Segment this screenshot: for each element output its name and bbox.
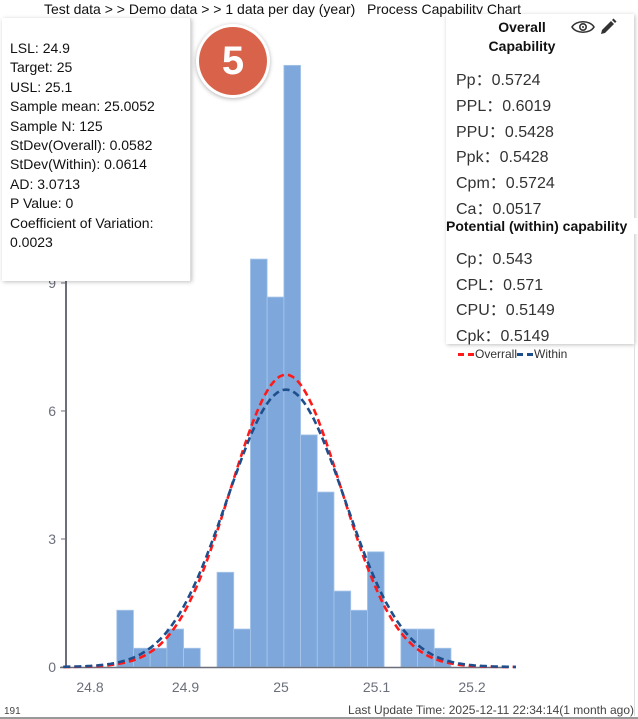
capability-value: 0.0517 bbox=[492, 201, 542, 218]
separator: ： bbox=[484, 327, 501, 345]
histogram-bar bbox=[316, 491, 335, 668]
x-tick-label: 25 bbox=[273, 679, 289, 695]
capability-value: 0.5724 bbox=[505, 175, 555, 193]
capability-item-ppu: PPU：0.5428 bbox=[456, 118, 554, 142]
y-tick-label: 3 bbox=[48, 531, 56, 547]
separator: ： bbox=[476, 251, 493, 268]
stat-line: USL: 25.1 bbox=[10, 78, 73, 95]
separator: ： bbox=[486, 97, 503, 115]
capability-label: CPL bbox=[456, 276, 488, 294]
capability-item-ppk: Ppk：0.5428 bbox=[456, 143, 549, 167]
capability-value: 0.5149 bbox=[505, 302, 555, 319]
step-badge: 5 bbox=[196, 24, 270, 98]
chart-title-bar: Test data > > Demo data > > 1 data per d… bbox=[0, 0, 638, 18]
y-tick-label: 6 bbox=[48, 403, 56, 419]
capability-label: Ppk bbox=[456, 149, 484, 167]
capability-item-ppl: PPL：0.6019 bbox=[456, 92, 551, 116]
page-title: Process Capability Chart bbox=[367, 1, 522, 17]
stat-line: AD: 3.0713 bbox=[10, 175, 81, 192]
breadcrumb-item[interactable]: Test data > bbox=[44, 1, 113, 17]
separator: ： bbox=[489, 175, 506, 193]
capability-label: PPU bbox=[456, 123, 489, 141]
stat-line: Sample mean: 25.0052 bbox=[10, 98, 155, 115]
y-tick-label: 9 bbox=[48, 275, 56, 291]
stat-line: StDev(Overall): 0.0582 bbox=[10, 137, 153, 154]
breadcrumb-item[interactable]: > 1 data per day (year) bbox=[213, 1, 356, 17]
x-tick-label: 24.9 bbox=[172, 679, 199, 695]
capability-value: 0.6019 bbox=[502, 97, 552, 115]
capability-item-cp: Cp：0.543 bbox=[456, 245, 533, 269]
capability-value: 0.543 bbox=[492, 251, 533, 268]
capability-label: CPU bbox=[456, 302, 490, 319]
capability-label: Pp bbox=[456, 72, 476, 89]
step-badge-number: 5 bbox=[199, 27, 267, 95]
histogram-bar bbox=[250, 258, 268, 668]
histogram-bar bbox=[350, 609, 368, 668]
capability-value: 0.5428 bbox=[504, 123, 554, 141]
capability-item-cpl: CPL：0.571 bbox=[456, 271, 543, 295]
stat-line: 0.0023 bbox=[10, 234, 53, 251]
chart-legend: Overrall Within bbox=[458, 347, 567, 361]
y-tick-label: 0 bbox=[48, 659, 56, 675]
breadcrumb-item[interactable]: > Demo data > bbox=[116, 1, 210, 17]
footer-counter: 191 bbox=[4, 706, 21, 717]
separator: ： bbox=[483, 149, 500, 167]
histogram-bar bbox=[183, 647, 201, 668]
capability-label: Ca bbox=[456, 201, 477, 218]
stat-line: Sample N: 125 bbox=[10, 117, 103, 134]
stat-line: LSL: 24.9 bbox=[10, 40, 70, 56]
panel-divider bbox=[634, 344, 635, 716]
capability-value: 0.5724 bbox=[491, 72, 541, 89]
capability-item-cpu: CPU：0.5149 bbox=[456, 296, 555, 320]
legend-overall-label[interactable]: Overrall bbox=[475, 347, 518, 361]
capability-item-cpm: Cpm：0.5724 bbox=[456, 169, 555, 193]
overall-capability-heading: Overall Capability bbox=[488, 19, 556, 54]
separator: ： bbox=[487, 276, 504, 294]
separator: ： bbox=[475, 72, 492, 89]
capability-panel: Overall Capability Pp：0.5724 PPL：0.6019 PP… bbox=[446, 14, 638, 346]
capability-item-ca: Ca：0.0517 bbox=[456, 195, 541, 219]
histogram-bar bbox=[367, 551, 385, 668]
potential-capability-heading: Potential (within) capability bbox=[446, 218, 638, 234]
x-tick-label: 24.8 bbox=[76, 679, 103, 695]
histogram-bar bbox=[333, 590, 352, 668]
last-update-time: Last Update Time: 2025-12-11 22:34:14(1 … bbox=[348, 703, 634, 717]
bottom-divider bbox=[0, 717, 638, 719]
stat-line: StDev(Within): 0.0614 bbox=[10, 156, 147, 173]
eye-icon[interactable] bbox=[571, 19, 595, 35]
legend-overall-swatch bbox=[458, 353, 474, 357]
legend-within-swatch bbox=[517, 353, 534, 357]
capability-label: Cpk bbox=[456, 327, 485, 345]
separator: ： bbox=[489, 302, 506, 319]
histogram-bar bbox=[216, 571, 235, 668]
capability-item-cpk: Cpk：0.5149 bbox=[456, 322, 549, 346]
stat-line: Coefficient of Variation: bbox=[10, 214, 154, 231]
separator: ： bbox=[488, 123, 505, 141]
histogram-bar bbox=[300, 434, 318, 668]
histogram-bar bbox=[233, 628, 251, 668]
separator: ： bbox=[476, 201, 493, 218]
normal-curve-within bbox=[63, 388, 516, 669]
stat-line: P Value: 0 bbox=[10, 195, 74, 212]
stat-line: Target: 25 bbox=[10, 59, 73, 76]
capability-value: 0.5428 bbox=[499, 149, 549, 167]
capability-label: Cpm bbox=[456, 175, 490, 193]
legend-within-label[interactable]: Within bbox=[534, 347, 568, 361]
pencil-icon[interactable] bbox=[599, 18, 617, 36]
capability-item-pp: Pp：0.5724 bbox=[456, 66, 541, 90]
statistics-panel: LSL: 24.9 Target: 25 USL: 25.1 Sample mean:… bbox=[2, 18, 191, 281]
histogram-bar bbox=[283, 64, 301, 668]
capability-value: 0.5149 bbox=[500, 327, 550, 345]
capability-value: 0.571 bbox=[503, 276, 544, 294]
histogram-bar bbox=[266, 296, 285, 668]
x-tick-label: 25.2 bbox=[458, 679, 485, 695]
capability-label: Cp bbox=[456, 251, 477, 268]
x-tick-label: 25.1 bbox=[363, 679, 390, 695]
normal-curve-overrall bbox=[63, 373, 516, 669]
capability-label: PPL bbox=[456, 97, 487, 115]
